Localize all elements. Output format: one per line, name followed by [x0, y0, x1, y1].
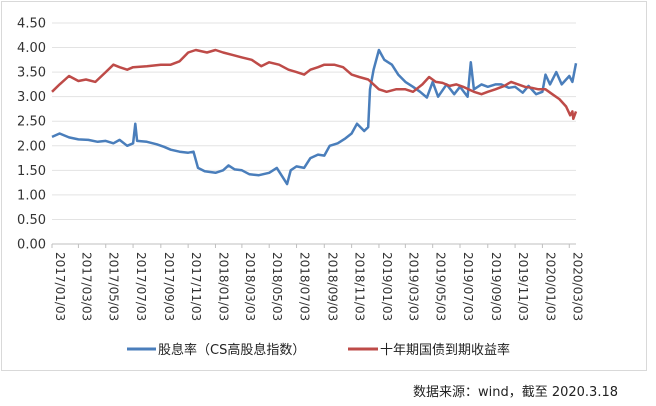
grid-lines [52, 22, 576, 245]
x-tick-label: 2018/11/03 [353, 252, 367, 321]
series-lines [51, 48, 578, 186]
y-tick-label: 0.00 [17, 238, 46, 253]
x-tick-label: 2020/01/03 [543, 252, 557, 321]
x-tick-label: 2019/03/03 [406, 252, 420, 321]
y-axis-ticks: 0.00 0.50 1.00 1.50 2.00 2.50 3.00 3.50 4.00 4.50 [17, 17, 46, 253]
x-tick-label: 2019/09/03 [489, 252, 503, 321]
chart-frame [1, 1, 647, 371]
x-tick-label: 2017/11/03 [189, 252, 203, 321]
x-axis-ticks: 2017/01/03 2017/03/03 2017/05/03 2017/07/03… [51, 244, 584, 321]
x-tick-label: 2017/05/03 [107, 252, 121, 321]
y-tick-label: 2.00 [17, 139, 46, 154]
y-tick-label: 0.50 [17, 213, 46, 228]
series-line-treasury-yield [51, 48, 578, 121]
x-tick-label: 2019/11/03 [516, 252, 530, 321]
x-tick-label: 2019/01/03 [380, 252, 394, 321]
source-note: 数据来源：wind，截至 2020.3.18 [412, 385, 618, 400]
y-tick-label: 4.50 [17, 17, 46, 32]
legend-label-treasury-yield: 十年期国债到期收益率 [380, 342, 510, 358]
x-tick-label: 2018/07/03 [298, 252, 312, 321]
x-tick-label: 2018/01/03 [216, 252, 230, 321]
x-tick-label: 2020/03/03 [570, 252, 584, 321]
x-tick-label: 2019/05/03 [434, 252, 448, 321]
x-tick-label: 2018/09/03 [325, 252, 339, 321]
x-tick-label: 2018/03/03 [243, 252, 257, 321]
y-tick-label: 2.50 [17, 115, 46, 130]
y-tick-label: 1.50 [17, 164, 46, 179]
y-tick-label: 3.50 [17, 66, 46, 81]
legend: 股息率（CS高股息指数） 十年期国债到期收益率 [127, 342, 510, 358]
x-tick-label: 2018/05/03 [270, 252, 284, 321]
x-tick-label: 2017/09/03 [162, 252, 176, 321]
x-tick-label: 2017/01/03 [53, 252, 67, 321]
x-tick-label: 2017/03/03 [79, 252, 93, 321]
y-tick-label: 1.00 [17, 188, 46, 203]
x-tick-label: 2019/07/03 [461, 252, 475, 321]
y-tick-label: 3.00 [17, 90, 46, 105]
series-line-dividend-yield [51, 48, 578, 186]
x-tick-label: 2017/07/03 [134, 252, 148, 321]
y-tick-label: 4.00 [17, 41, 46, 56]
legend-label-dividend-yield: 股息率（CS高股息指数） [158, 342, 305, 358]
